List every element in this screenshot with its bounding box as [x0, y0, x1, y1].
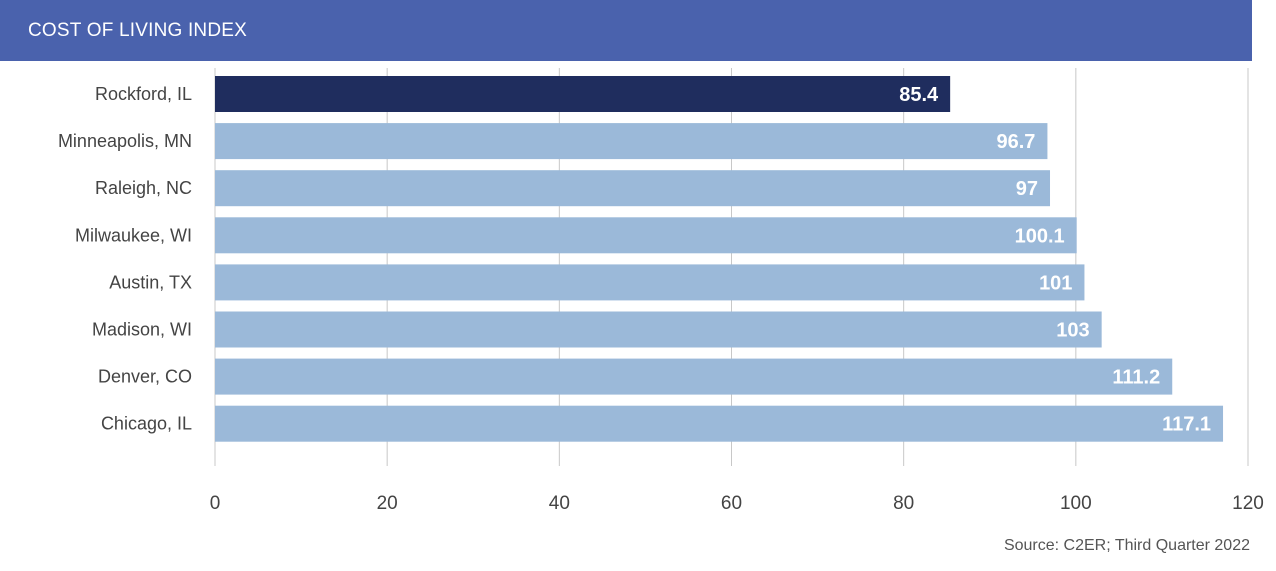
bar-value-label: 96.7 [996, 131, 1035, 153]
category-label: Minneapolis, MN [58, 131, 192, 151]
category-label: Raleigh, NC [95, 178, 192, 198]
bar-value-label: 85.4 [899, 84, 939, 106]
x-tick-label: 100 [1060, 493, 1092, 514]
bar [215, 170, 1051, 207]
bar [215, 76, 951, 112]
x-tick-label: 0 [210, 493, 221, 514]
bar [215, 311, 1102, 348]
chart-header: COST OF LIVING INDEX [0, 0, 1252, 61]
bar [215, 405, 1224, 442]
x-tick-label: 120 [1232, 493, 1264, 514]
bar-value-label: 101 [1039, 272, 1072, 294]
x-tick-label: 40 [549, 493, 570, 514]
x-tick-label: 20 [377, 493, 398, 514]
bar [215, 217, 1077, 254]
category-label: Milwaukee, WI [75, 225, 192, 245]
bar-value-label: 111.2 [1112, 367, 1160, 389]
bar-value-label: 117.1 [1162, 414, 1211, 436]
x-tick-label: 80 [893, 493, 914, 514]
bar-value-label: 100.1 [1015, 225, 1065, 247]
category-label: Rockford, IL [95, 84, 192, 104]
source-note: Source: C2ER; Third Quarter 2022 [1003, 537, 1250, 554]
chart-title: COST OF LIVING INDEX [28, 20, 248, 41]
x-tick-label: 60 [721, 493, 742, 514]
category-label: Madison, WI [92, 320, 192, 340]
bar [215, 264, 1085, 301]
bar [215, 123, 1048, 160]
category-label: Austin, TX [109, 272, 192, 292]
category-label: Chicago, IL [101, 414, 192, 434]
bar [215, 358, 1173, 395]
bar-value-label: 97 [1016, 178, 1038, 200]
bar-value-label: 103 [1056, 320, 1089, 342]
category-label: Denver, CO [98, 367, 192, 387]
